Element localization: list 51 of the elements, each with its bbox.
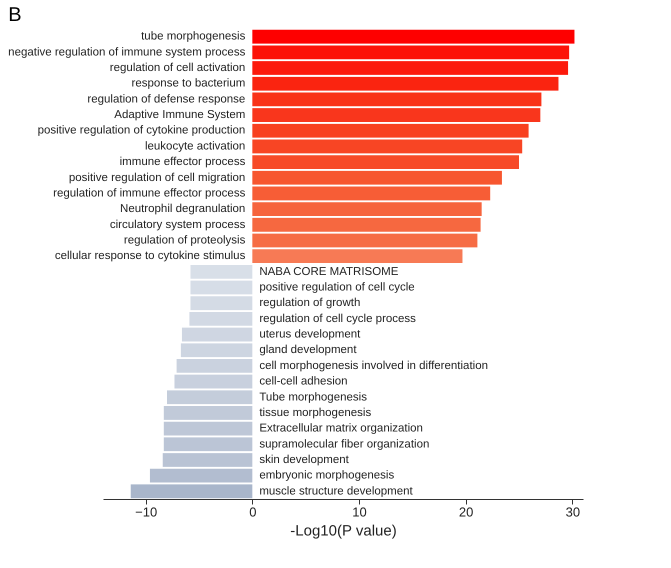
y-tick-label: regulation of cell activation	[110, 62, 246, 74]
x-tick-label: 10	[352, 504, 367, 520]
y-tick-label: positive regulation of cell cycle	[259, 282, 415, 294]
y-tick-label: embryonic morphogenesis	[259, 470, 394, 482]
y-tick-label: circulatory system process	[110, 218, 246, 231]
y-tick-label: Adaptive Immune System	[114, 109, 246, 122]
bar	[164, 437, 252, 452]
y-tick-label: regulation of growth	[259, 297, 360, 310]
y-tick-label: regulation of defense response	[87, 93, 246, 106]
y-tick-label: cell-cell adhesion	[259, 376, 348, 388]
y-tick-label: Neutrophil degranulation	[120, 203, 246, 216]
bar	[180, 343, 252, 358]
bar	[167, 390, 252, 404]
y-tick-label: supramolecular fiber organization	[259, 438, 430, 450]
x-tick-label: 0	[249, 504, 256, 520]
x-tick-label: 30	[566, 504, 580, 520]
y-tick-label: regulation of immune effector process	[53, 187, 246, 200]
bar	[252, 170, 502, 185]
y-tick-label: gland development	[259, 344, 358, 356]
y-tick-label: positive regulation of cytokine production	[38, 124, 246, 137]
y-tick-label: cell morphogenesis involved in differentiation	[259, 360, 488, 372]
y-tick-label: Tube morphogenesis	[259, 391, 368, 404]
y-tick-label: response to bacterium	[132, 78, 246, 90]
chart-title: B	[8, 4, 22, 26]
bar	[252, 249, 462, 264]
y-tick-label: NABA CORE MATRISOME	[259, 266, 399, 278]
bar	[130, 484, 252, 498]
bar	[190, 296, 252, 310]
y-tick-label: skin development	[259, 454, 350, 466]
y-tick-label: immune effector process	[120, 156, 246, 168]
y-tick-label: muscle structure development	[259, 485, 414, 498]
bar	[190, 264, 252, 279]
y-tick-label: tissue morphogenesis	[259, 406, 372, 419]
y-tick-label: tube morphogenesis	[141, 30, 246, 43]
y-tick-label: positive regulation of cell migration	[68, 172, 246, 184]
bar	[252, 234, 478, 248]
bar	[190, 280, 252, 294]
bar	[252, 76, 558, 91]
y-tick-label: leukocyte activation	[144, 140, 246, 152]
bar	[252, 124, 529, 138]
y-tick-label: Extracellular matrix organization	[259, 422, 423, 435]
y-tick-label: regulation of cell cycle process	[259, 312, 416, 325]
y-tick-label: negative regulation of immune system process	[8, 46, 246, 58]
x-tick-label: −10	[135, 504, 158, 520]
bar	[252, 30, 574, 44]
x-axis-title: -Log10(P value)	[290, 522, 397, 540]
y-tick-label: uterus development	[259, 328, 362, 341]
y-tick-label: cellular response to cytokine stimulus	[54, 250, 246, 262]
y-tick-label: regulation of proteolysis	[124, 234, 246, 246]
x-tick-label: 20	[458, 504, 474, 520]
bar	[252, 218, 481, 232]
